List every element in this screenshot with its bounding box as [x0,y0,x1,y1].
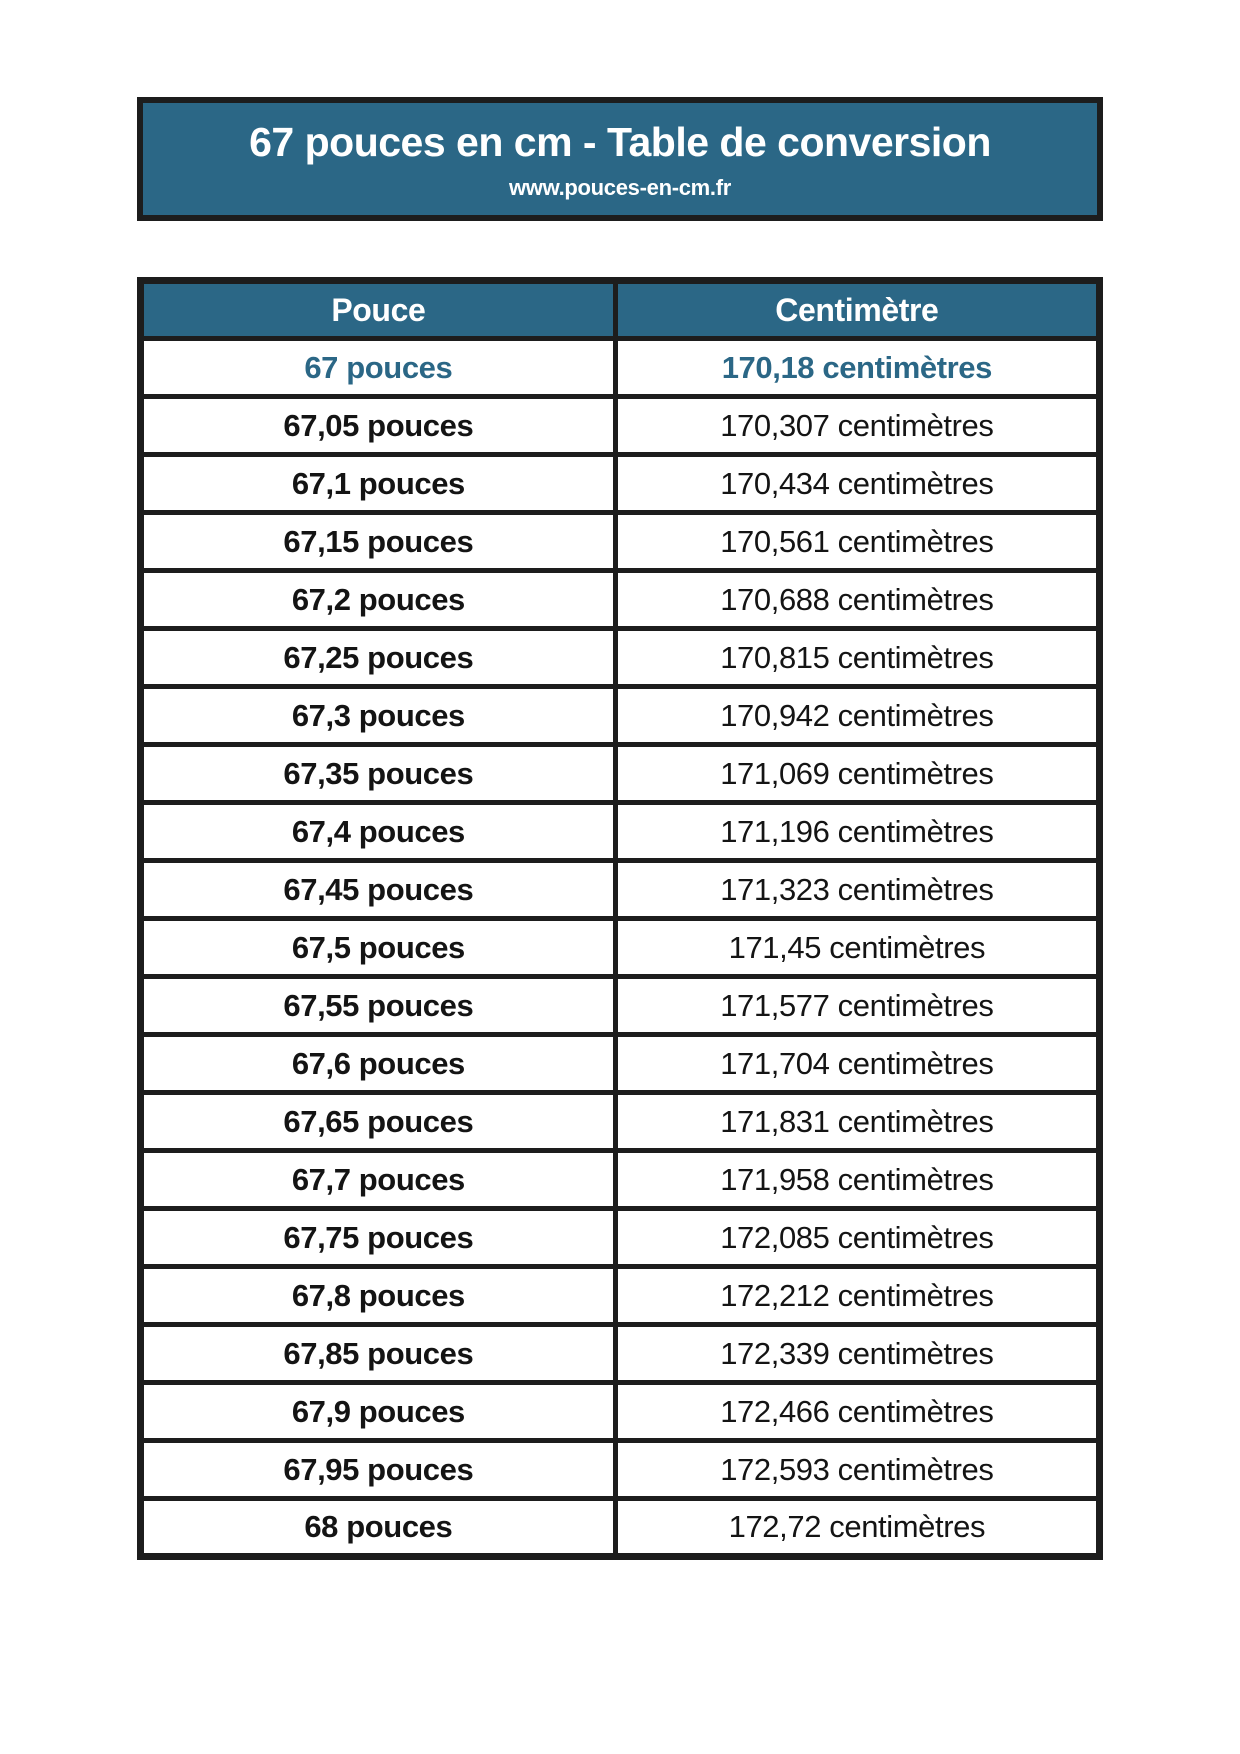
table-row: 68 pouces 172,72 centimètres [138,1496,1103,1560]
centimetre-cell: 172,72 centimètres [612,1496,1103,1560]
centimetre-cell: 171,704 centimètres [612,1032,1103,1096]
table-row: 67,1 pouces 170,434 centimètres [138,452,1103,516]
centimetre-cell: 171,958 centimètres [612,1148,1103,1212]
pouce-cell: 67,1 pouces [138,452,618,516]
centimetre-cell: 170,688 centimètres [612,568,1103,632]
centimetre-cell: 171,069 centimètres [612,742,1103,806]
pouce-cell: 67,9 pouces [138,1380,618,1444]
column-header-pouce: Pouce [138,278,618,342]
centimetre-cell: 170,307 centimètres [612,394,1103,458]
centimetre-cell: 170,434 centimètres [612,452,1103,516]
centimetre-cell: 170,18 centimètres [612,336,1103,400]
centimetre-cell: 172,593 centimètres [612,1438,1103,1502]
table-row: 67,4 pouces 171,196 centimètres [138,800,1103,864]
centimetre-cell: 171,323 centimètres [612,858,1103,922]
pouce-cell: 67 pouces [138,336,618,400]
table-row: 67,6 pouces 171,704 centimètres [138,1032,1103,1096]
pouce-cell: 67,95 pouces [138,1438,618,1502]
title-banner: 67 pouces en cm - Table de conversion ww… [137,97,1103,222]
pouce-cell: 67,55 pouces [138,974,618,1038]
table-header-row: Pouce Centimètre [138,278,1103,342]
pouce-cell: 67,3 pouces [138,684,618,748]
table-row: 67,55 pouces 171,577 centimètres [138,974,1103,1038]
pouce-cell: 67,45 pouces [138,858,618,922]
centimetre-cell: 171,831 centimètres [612,1090,1103,1154]
pouce-cell: 67,4 pouces [138,800,618,864]
centimetre-cell: 170,815 centimètres [612,626,1103,690]
table-row: 67,65 pouces 171,831 centimètres [138,1090,1103,1154]
pouce-cell: 68 pouces [138,1496,618,1560]
centimetre-cell: 171,196 centimètres [612,800,1103,864]
table-row: 67,75 pouces 172,085 centimètres [138,1206,1103,1270]
table-row: 67,05 pouces 170,307 centimètres [138,394,1103,458]
site-url: www.pouces-en-cm.fr [508,175,732,201]
pouce-cell: 67,7 pouces [138,1148,618,1212]
pouce-cell: 67,65 pouces [138,1090,618,1154]
pouce-cell: 67,15 pouces [138,510,618,574]
table-row: 67,15 pouces 170,561 centimètres [138,510,1103,574]
table-row: 67,45 pouces 171,323 centimètres [138,858,1103,922]
table-row: 67,9 pouces 172,466 centimètres [138,1380,1103,1444]
pouce-cell: 67,5 pouces [138,916,618,980]
table-row-highlight: 67 pouces 170,18 centimètres [138,336,1103,400]
table-row: 67,3 pouces 170,942 centimètres [138,684,1103,748]
centimetre-cell: 171,45 centimètres [612,916,1103,980]
centimetre-cell: 172,466 centimètres [612,1380,1103,1444]
table-row: 67,85 pouces 172,339 centimètres [138,1322,1103,1386]
pouce-cell: 67,85 pouces [138,1322,618,1386]
table-row: 67,95 pouces 172,593 centimètres [138,1438,1103,1502]
column-header-centimetre: Centimètre [612,278,1103,342]
page-title: 67 pouces en cm - Table de conversion [249,119,991,165]
pouce-cell: 67,6 pouces [138,1032,618,1096]
table-row: 67,8 pouces 172,212 centimètres [138,1264,1103,1328]
table-row: 67,35 pouces 171,069 centimètres [138,742,1103,806]
centimetre-cell: 172,085 centimètres [612,1206,1103,1270]
table-row: 67,7 pouces 171,958 centimètres [138,1148,1103,1212]
centimetre-cell: 172,212 centimètres [612,1264,1103,1328]
centimetre-cell: 170,942 centimètres [612,684,1103,748]
pouce-cell: 67,05 pouces [138,394,618,458]
centimetre-cell: 170,561 centimètres [612,510,1103,574]
pouce-cell: 67,2 pouces [138,568,618,632]
table-row: 67,5 pouces 171,45 centimètres [138,916,1103,980]
centimetre-cell: 171,577 centimètres [612,974,1103,1038]
centimetre-cell: 172,339 centimètres [612,1322,1103,1386]
table-row: 67,25 pouces 170,815 centimètres [138,626,1103,690]
table-row: 67,2 pouces 170,688 centimètres [138,568,1103,632]
pouce-cell: 67,35 pouces [138,742,618,806]
pouce-cell: 67,8 pouces [138,1264,618,1328]
pouce-cell: 67,75 pouces [138,1206,618,1270]
pouce-cell: 67,25 pouces [138,626,618,690]
conversion-table: Pouce Centimètre 67 pouces 170,18 centimè… [137,277,1103,1561]
